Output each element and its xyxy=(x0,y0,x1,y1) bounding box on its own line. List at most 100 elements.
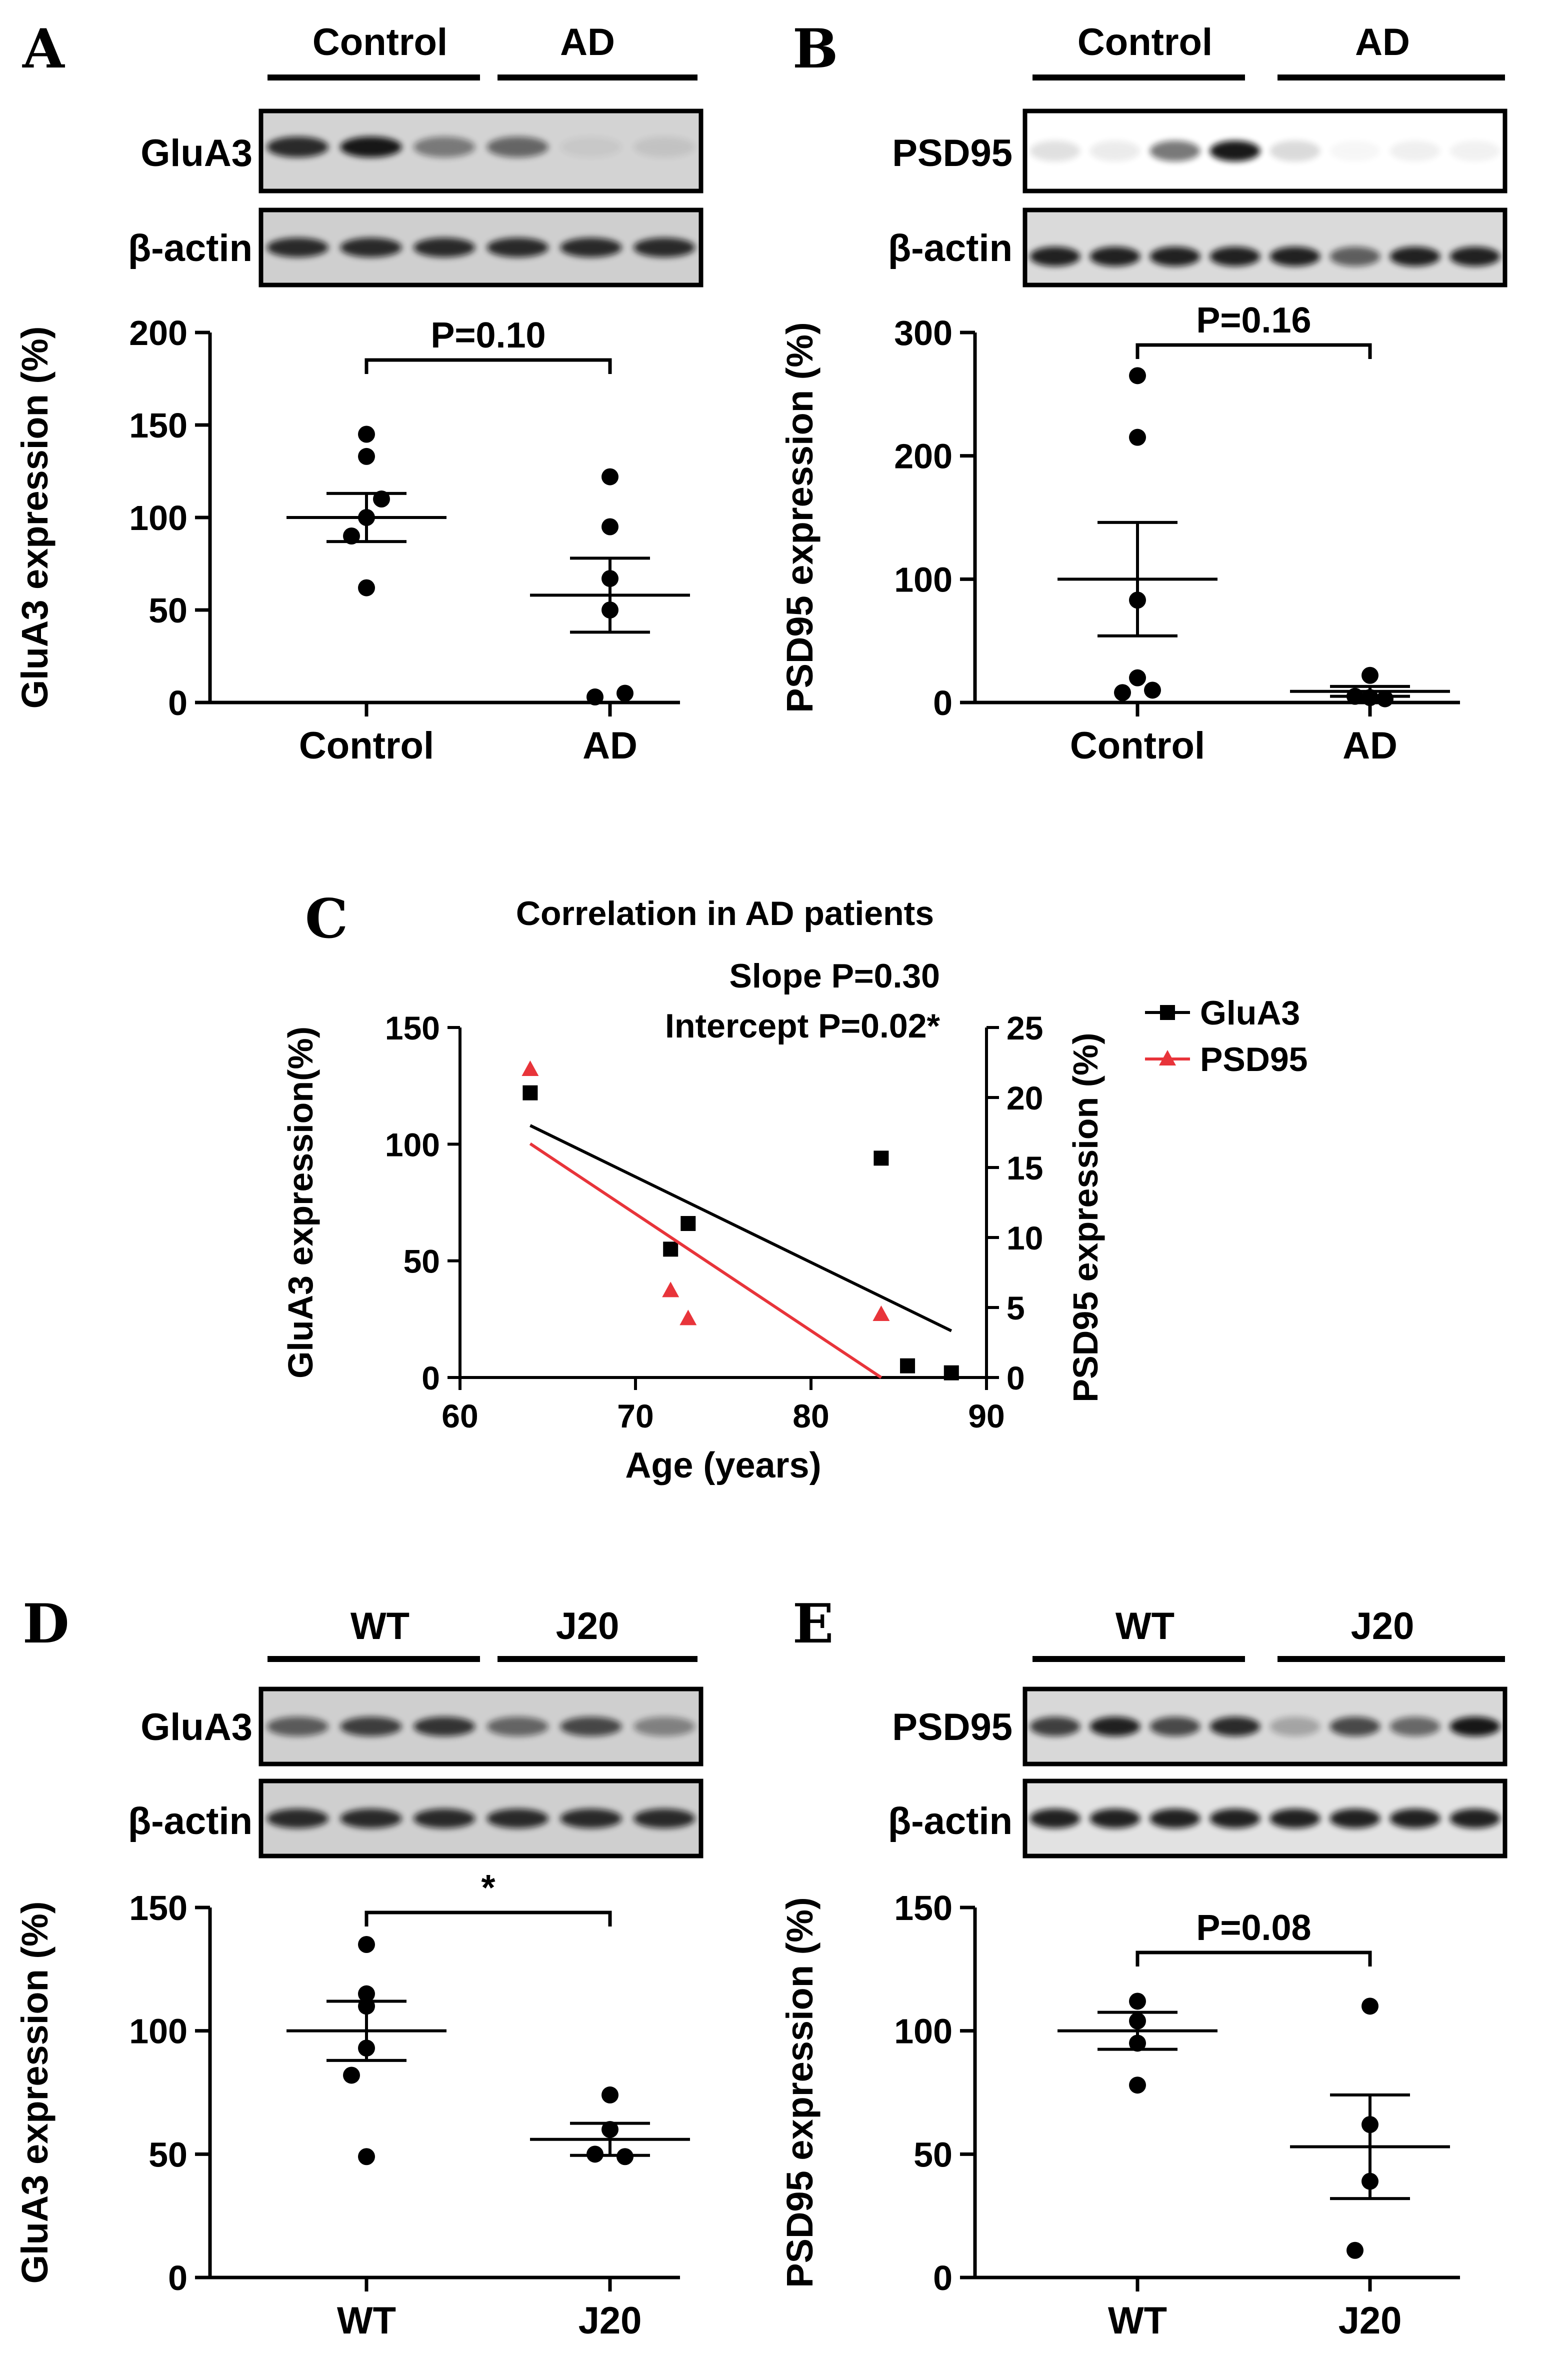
blot-label-glua3: GluA3 xyxy=(140,132,252,174)
blot-band xyxy=(634,136,696,158)
data-point xyxy=(616,684,634,702)
panel-b-plot: 0 100 200 300 Control AD PSD95 expression (%) P… xyxy=(779,300,1460,767)
x-tick-label: 90 xyxy=(968,1398,1004,1434)
blot-band xyxy=(1330,246,1380,266)
blot-band xyxy=(340,1808,402,1828)
blot-frame xyxy=(258,108,704,194)
data-point xyxy=(1129,2034,1146,2052)
panel-a-label: A xyxy=(22,18,66,80)
group-label-ad: AD xyxy=(560,21,615,64)
blot-band xyxy=(1450,1716,1500,1736)
x-category-label: WT xyxy=(1108,2300,1167,2342)
y-tick-label: 150 xyxy=(129,406,188,445)
y-tick-label: 50 xyxy=(148,591,188,630)
blot-band xyxy=(634,238,696,258)
data-point xyxy=(616,2148,634,2166)
blot-band xyxy=(560,136,622,158)
x-category-label: Control xyxy=(1070,724,1205,767)
data-point xyxy=(358,1985,375,2002)
x-category-label: J20 xyxy=(1338,2300,1402,2342)
blot-band xyxy=(1450,1808,1500,1828)
panel-e-label: E xyxy=(792,1592,834,1656)
blot-label-psd95: PSD95 xyxy=(892,132,1012,174)
blot-band xyxy=(1150,246,1200,266)
data-point-glua3 xyxy=(663,1242,678,1257)
y-tick-label: 150 xyxy=(894,1888,952,1928)
data-point xyxy=(1129,367,1146,384)
y-axis-label-right: PSD95 expression (%) xyxy=(1066,1032,1105,1402)
blot-strip-beta-actin xyxy=(258,1778,704,1858)
blot-band xyxy=(1210,1716,1260,1736)
data-point xyxy=(358,2040,375,2057)
legend-label-psd95: PSD95 xyxy=(1200,1040,1308,1078)
blot-band xyxy=(414,1716,476,1736)
data-point xyxy=(358,426,375,443)
data-point-glua3 xyxy=(874,1150,889,1166)
y-tick-label: 100 xyxy=(129,498,188,538)
group-label-wt: WT xyxy=(350,1605,410,1648)
panel-d-blot: WT J20 GluA3 β-actin xyxy=(128,1605,704,1858)
blot-band xyxy=(1090,140,1140,162)
data-point xyxy=(602,602,618,618)
blot-band xyxy=(1330,1716,1380,1736)
data-point xyxy=(602,468,618,486)
blot-label-psd95: PSD95 xyxy=(892,1706,1012,1748)
blot-label-beta-actin: β-actin xyxy=(128,1800,252,1842)
x-axis-label: Age (years) xyxy=(625,1446,821,1486)
panel-d: D WT J20 GluA3 β-actin 0 50 100 150 WT J20 Glu… xyxy=(14,1592,704,2342)
panel-d-label: D xyxy=(22,1592,70,1656)
group-label-ad: AD xyxy=(1355,21,1410,64)
data-point xyxy=(1129,1992,1146,2010)
blot-band xyxy=(1390,140,1440,162)
legend-marker-glua3 xyxy=(1160,1005,1175,1020)
data-point xyxy=(602,2086,618,2104)
data-point-glua3 xyxy=(944,1365,959,1380)
data-point xyxy=(586,688,604,706)
blot-label-beta-actin: β-actin xyxy=(888,1800,1012,1842)
data-point-psd95 xyxy=(662,1282,680,1298)
data-point xyxy=(358,509,375,526)
blot-band xyxy=(1030,1716,1080,1736)
y-tick-label: 100 xyxy=(129,2012,188,2051)
x-tick-label: 60 xyxy=(442,1398,478,1434)
data-point xyxy=(343,2066,360,2084)
blot-band xyxy=(1030,246,1080,266)
blot-band xyxy=(1150,1808,1200,1828)
blot-band xyxy=(340,238,402,258)
data-point-glua3 xyxy=(522,1085,538,1100)
fit-line-glua3 xyxy=(530,1124,952,1332)
data-point-glua3 xyxy=(900,1358,916,1374)
blot-band xyxy=(560,1808,622,1828)
y-tick-label: 100 xyxy=(894,560,952,599)
data-point xyxy=(1362,2116,1378,2134)
y-tick-label: 300 xyxy=(894,314,952,352)
blot-strip-psd95 xyxy=(1022,108,1508,194)
x-tick-label: 70 xyxy=(617,1398,654,1434)
data-point xyxy=(1362,689,1378,706)
y-tick-label: 100 xyxy=(894,2012,952,2051)
blot-label-glua3: GluA3 xyxy=(140,1706,252,1748)
data-point xyxy=(1129,669,1146,686)
group-label-j20: J20 xyxy=(556,1605,620,1648)
x-category-label: Control xyxy=(299,724,434,767)
y-tick-label-right: 5 xyxy=(1006,1290,1025,1326)
blot-label-beta-actin: β-actin xyxy=(888,227,1012,270)
data-point-psd95 xyxy=(872,1306,890,1321)
significance-bracket xyxy=(364,358,612,374)
data-point xyxy=(358,1936,375,1953)
y-tick-label: 50 xyxy=(148,2135,188,2174)
blot-band xyxy=(1270,140,1320,162)
y-tick-label-left: 50 xyxy=(404,1243,440,1280)
blot-band xyxy=(1210,140,1260,162)
panel-c-plot: Correlation in AD patients Slope P=0.30 In… xyxy=(281,894,1308,1486)
data-point xyxy=(602,570,618,588)
data-point xyxy=(1129,2012,1146,2030)
group-label-control: Control xyxy=(1078,21,1212,64)
data-point xyxy=(586,2146,604,2163)
significance-label: P=0.16 xyxy=(1196,300,1311,340)
panel-c: C Correlation in AD patients Slope P=0.30… xyxy=(281,888,1308,1486)
blot-band xyxy=(266,238,328,258)
panel-a-plot: 0 50 100 150 200 Control AD GluA3 expression (%… xyxy=(14,314,690,767)
y-tick-label-right: 0 xyxy=(1006,1360,1025,1396)
y-tick-label: 150 xyxy=(129,1888,188,1928)
